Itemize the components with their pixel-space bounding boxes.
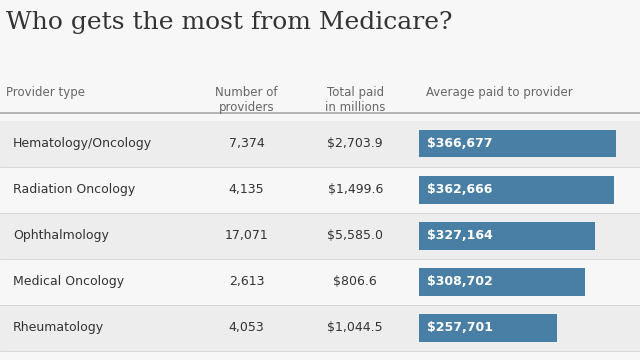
Bar <box>0 305 640 351</box>
Text: 4,053: 4,053 <box>228 321 264 334</box>
Text: $806.6: $806.6 <box>333 275 377 288</box>
Bar <box>419 176 614 203</box>
Bar <box>0 213 640 259</box>
Text: 7,374: 7,374 <box>228 137 264 150</box>
Text: $2,703.9: $2,703.9 <box>328 137 383 150</box>
Bar <box>0 167 640 213</box>
Text: $257,701: $257,701 <box>427 321 493 334</box>
Text: Medical Oncology: Medical Oncology <box>13 275 124 288</box>
Bar <box>419 268 585 296</box>
Text: 2,613: 2,613 <box>228 275 264 288</box>
Bar <box>419 222 595 249</box>
Text: Average paid to provider: Average paid to provider <box>426 86 572 99</box>
Text: Hematology/Oncology: Hematology/Oncology <box>13 137 152 150</box>
Text: Rheumatology: Rheumatology <box>13 321 104 334</box>
Text: 17,071: 17,071 <box>225 229 268 242</box>
Bar <box>0 259 640 305</box>
Text: Provider type: Provider type <box>6 86 85 99</box>
Text: $308,702: $308,702 <box>427 275 493 288</box>
Bar <box>0 121 640 167</box>
Text: $327,164: $327,164 <box>427 229 493 242</box>
Text: Radiation Oncology: Radiation Oncology <box>13 183 135 196</box>
Bar <box>419 130 616 157</box>
Text: Total paid
in millions: Total paid in millions <box>325 86 385 114</box>
Text: $1,044.5: $1,044.5 <box>328 321 383 334</box>
Text: $5,585.0: $5,585.0 <box>327 229 383 242</box>
Text: $1,499.6: $1,499.6 <box>328 183 383 196</box>
Text: Number of
providers: Number of providers <box>215 86 278 114</box>
Text: $362,666: $362,666 <box>427 183 492 196</box>
Bar <box>419 314 557 342</box>
Text: 4,135: 4,135 <box>228 183 264 196</box>
Text: $366,677: $366,677 <box>427 137 492 150</box>
Text: Ophthalmology: Ophthalmology <box>13 229 109 242</box>
Text: Who gets the most from Medicare?: Who gets the most from Medicare? <box>6 11 453 34</box>
